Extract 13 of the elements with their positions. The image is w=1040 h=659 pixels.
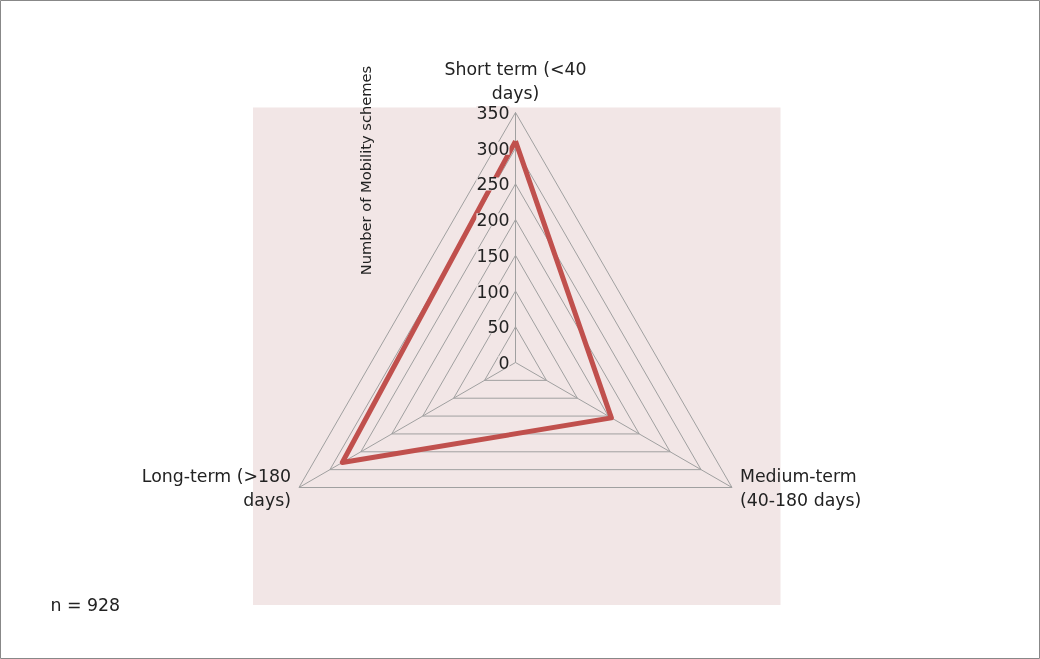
y-tick-label: 250 xyxy=(476,174,510,195)
text: n = 928 xyxy=(50,594,121,615)
y-tick-label: 300 xyxy=(476,138,510,159)
y-tick-label: 50 xyxy=(487,317,510,338)
spoke-label: Medium-term (40-180 days) xyxy=(740,465,862,510)
y-tick-label: 100 xyxy=(476,281,510,302)
y-tick-label: 350 xyxy=(476,103,510,123)
spoke-label: Long-term (>180 days) xyxy=(141,465,291,510)
y-tick-label: 150 xyxy=(476,245,510,266)
y-tick-label: 0 xyxy=(498,353,510,373)
text: Number of Mobility schemes xyxy=(357,65,374,276)
y-tick-label: 200 xyxy=(476,210,510,231)
spoke-label: Short term (<40 days) xyxy=(444,58,587,103)
